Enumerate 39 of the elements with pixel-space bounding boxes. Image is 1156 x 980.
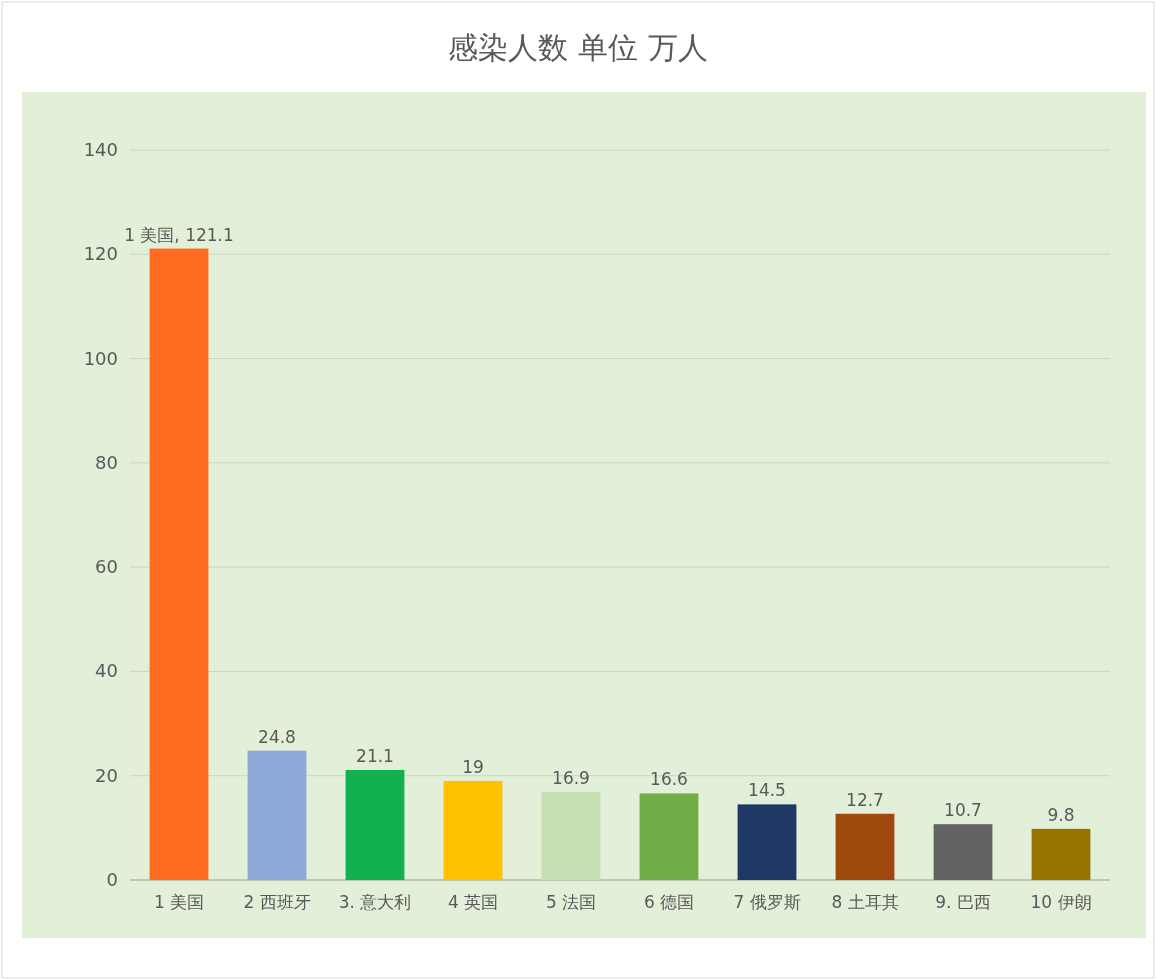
x-tick-label: 2 西班牙: [243, 892, 311, 912]
data-label: 24.8: [258, 726, 296, 747]
data-label: 10.7: [944, 800, 982, 821]
data-label: 19: [462, 756, 484, 777]
bar: [835, 813, 895, 880]
y-tick-label: 120: [83, 243, 118, 265]
x-tick-label: 6 德国: [643, 892, 695, 912]
data-label: 1 美国, 121.1: [124, 224, 234, 245]
bar: [1031, 828, 1091, 880]
y-tick-label: 80: [95, 451, 118, 473]
bar: [345, 769, 405, 880]
bar: [149, 248, 209, 880]
x-tick-label: 10 伊朗: [1030, 892, 1092, 912]
x-tick-label: 1 美国: [153, 892, 205, 912]
bar: [541, 791, 601, 880]
x-tick-label: 3. 意大利: [338, 892, 412, 912]
data-label: 16.6: [650, 769, 688, 790]
bar: [933, 824, 993, 880]
data-label: 16.9: [552, 767, 590, 788]
data-label: 21.1: [356, 745, 394, 766]
chart-title: 感染人数 单位 万人: [448, 30, 708, 65]
data-label: 9.8: [1047, 804, 1075, 825]
y-tick-label: 140: [83, 139, 118, 160]
x-tick-label: 9. 巴西: [935, 892, 991, 912]
bar: [737, 804, 797, 880]
y-tick-label: 40: [95, 660, 118, 682]
x-tick-label: 5 法国: [545, 892, 597, 912]
bar: [443, 780, 503, 880]
data-label: 12.7: [846, 789, 884, 810]
y-tick-label: 0: [106, 869, 118, 890]
y-tick-label: 60: [95, 556, 118, 578]
bar: [247, 750, 307, 880]
y-tick-label: 100: [83, 347, 118, 369]
x-tick-label: 7 俄罗斯: [733, 892, 801, 912]
x-tick-label: 4 英国: [447, 892, 499, 912]
x-tick-label: 8 土耳其: [831, 892, 899, 912]
data-label: 14.5: [748, 780, 786, 801]
bar: [639, 793, 699, 880]
y-tick-label: 20: [95, 764, 118, 786]
